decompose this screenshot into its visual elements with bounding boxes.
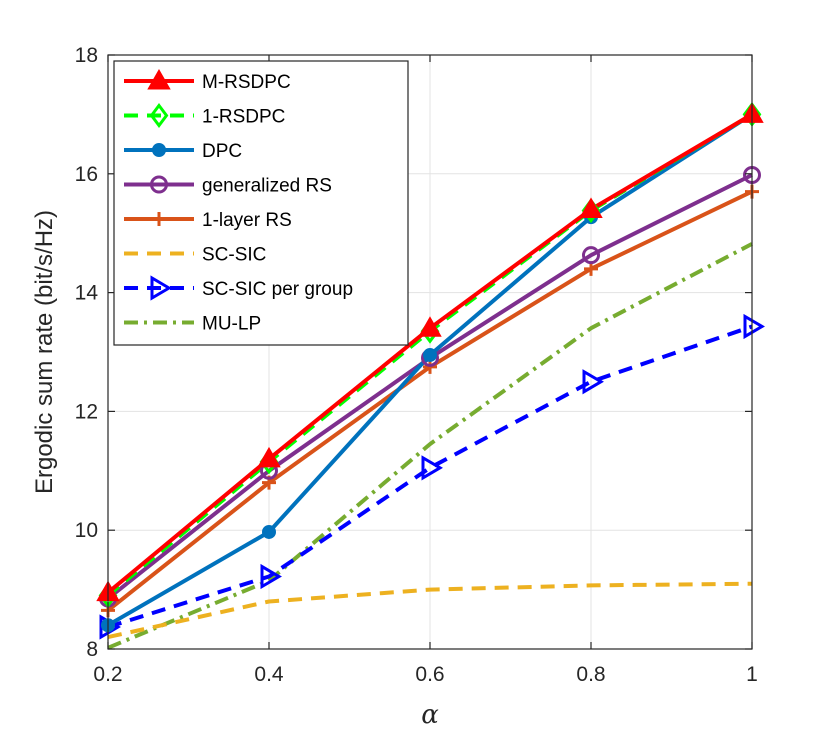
y-tick-label: 14: [75, 282, 99, 305]
legend-label-1-layer-rs: 1-layer RS: [202, 210, 292, 231]
data-point-dpc: [262, 524, 276, 539]
y-tick-label: 8: [86, 638, 98, 661]
data-point-sc-sic-per-group: [743, 313, 765, 340]
legend-marker-m-rsdpc: [147, 68, 171, 90]
x-tick-label: 0.2: [93, 663, 122, 686]
series-line-sc-sic: [107, 581, 753, 640]
data-point-m-rsdpc: [579, 197, 603, 218]
legend-marker-dpc: [152, 143, 166, 157]
ticks: [107, 54, 753, 650]
legend-marker-1-layer-rs: [152, 212, 166, 226]
legend-label-generalized-rs: generalized RS: [202, 176, 332, 197]
x-tick-label: 0.8: [576, 663, 605, 686]
legend-label-sc-sic-per-group: SC-SIC per group: [202, 279, 353, 300]
x-tick-label: 1: [746, 663, 758, 686]
x-tick-label: 0.6: [415, 663, 444, 686]
data-point-m-rsdpc: [257, 446, 281, 468]
x-axis-label: α: [421, 700, 439, 730]
data-point-m-rsdpc: [418, 316, 442, 337]
legend-label-mu-lp: MU-LP: [202, 314, 261, 335]
data-point-sc-sic-per-group: [260, 563, 282, 590]
legend-label-dpc: DPC: [202, 141, 242, 162]
legend-box: [113, 60, 409, 346]
data-point-sc-sic-per-group: [582, 369, 604, 395]
data-point-dpc: [423, 347, 437, 362]
legend-label-sc-sic: SC-SIC: [202, 245, 266, 266]
legend-marker-sc-sic-per-group: [150, 275, 172, 301]
y-axis-label: Ergodic sum rate (bit/s/Hz): [31, 210, 58, 494]
x-tick-label: 0.4: [254, 663, 284, 686]
data-point-generalized-rs: [582, 246, 600, 265]
legend-label-m-rsdpc: M-RSDPC: [202, 72, 291, 93]
series-line-mu-lp: [107, 242, 753, 650]
y-tick-label: 12: [75, 400, 98, 423]
data-point-sc-sic-per-group: [421, 455, 443, 481]
series-line-sc-sic-per-group: [107, 324, 753, 629]
legend-label-1-rsdpc: 1-RSDPC: [202, 107, 285, 128]
y-tick-label: 16: [75, 163, 98, 186]
legend-marker-generalized-rs: [150, 175, 168, 194]
y-tick-label: 18: [75, 44, 98, 67]
legend-marker-1-rsdpc: [149, 103, 169, 128]
legend: M-RSDPC 1-RSDPC DPC generalized RS 1-layer R…: [113, 60, 409, 346]
y-tick-label: 10: [75, 519, 98, 542]
